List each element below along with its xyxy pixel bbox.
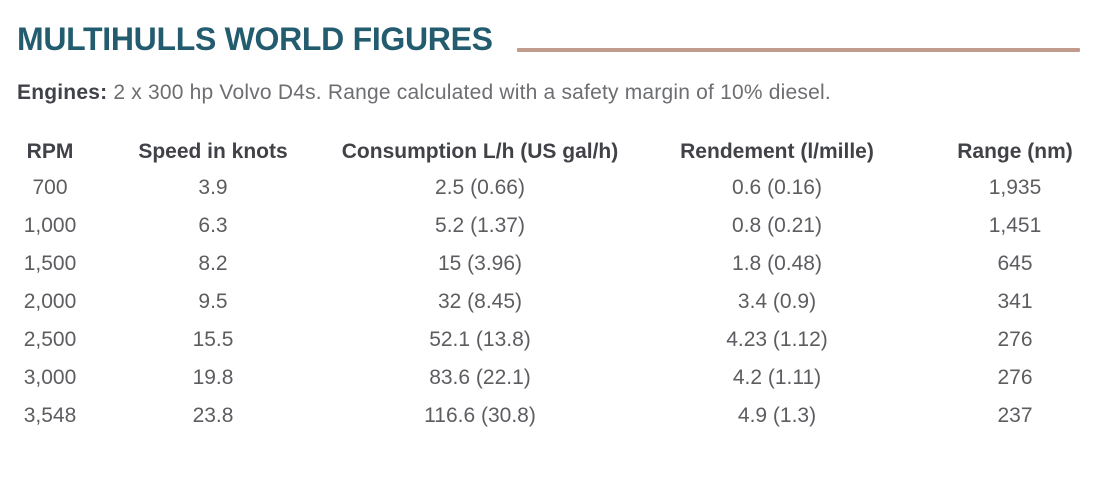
table-header-row: RPM Speed in knots Consumption L/h (US g… [0,135,1110,169]
cell-consumption: 116.6 (30.8) [424,404,536,427]
cell-rpm: 2,500 [23,328,77,351]
cell-range: 341 [997,290,1033,313]
cell-speed: 9.5 [198,290,228,313]
cell-consumption: 15 (3.96) [437,252,523,275]
cell-range: 1,935 [988,176,1042,199]
header: MULTIHULLS WORLD FIGURES [17,23,1080,55]
engines-text: 2 x 300 hp Volvo D4s. Range calculated w… [107,81,831,104]
cell-rendement: 1.8 (0.48) [732,252,822,275]
table-row: 1,500 8.2 15 (3.96) 1.8 (0.48) 645 [0,245,1110,283]
cell-rpm: 2,000 [23,290,77,313]
table-row: 3,548 23.8 116.6 (30.8) 4.9 (1.3) 237 [0,397,1110,435]
column-header-rendement: Rendement (l/mille) [680,140,874,163]
figures-page: MULTIHULLS WORLD FIGURES Engines: 2 x 30… [0,23,1111,487]
column-header-rpm: RPM [26,140,74,163]
cell-range: 645 [997,252,1033,275]
cell-rendement: 3.4 (0.9) [737,290,817,313]
cell-rpm: 1,500 [23,252,77,275]
cell-rendement: 0.8 (0.21) [732,214,822,237]
cell-speed: 3.9 [198,176,228,199]
cell-speed: 19.8 [192,366,234,389]
cell-consumption: 5.2 (1.37) [435,214,525,237]
cell-rendement: 0.6 (0.16) [732,176,822,199]
table-row: 1,000 6.3 5.2 (1.37) 0.8 (0.21) 1,451 [0,207,1110,245]
cell-consumption: 83.6 (22.1) [429,366,531,389]
cell-rendement: 4.9 (1.3) [737,404,817,427]
cell-rendement: 4.23 (1.12) [726,328,828,351]
page-title: MULTIHULLS WORLD FIGURES [17,21,493,57]
cell-rpm: 3,548 [23,404,77,427]
column-header-consumption: Consumption L/h (US gal/h) [341,140,619,163]
table-row: 2,000 9.5 32 (8.45) 3.4 (0.9) 341 [0,283,1110,321]
cell-speed: 15.5 [192,328,234,351]
cell-rpm: 3,000 [23,366,77,389]
cell-consumption: 32 (8.45) [437,290,523,313]
cell-consumption: 52.1 (13.8) [429,328,531,351]
cell-range: 276 [997,366,1033,389]
table-row: 3,000 19.8 83.6 (22.1) 4.2 (1.11) 276 [0,359,1110,397]
engines-subtitle: Engines: 2 x 300 hp Volvo D4s. Range cal… [17,80,1111,106]
cell-speed: 6.3 [198,214,228,237]
cell-speed: 8.2 [198,252,228,275]
column-header-range: Range (nm) [957,140,1073,163]
cell-rendement: 4.2 (1.11) [732,366,822,389]
cell-range: 1,451 [988,214,1042,237]
title-rule-divider [516,48,1080,52]
column-header-speed: Speed in knots [138,140,288,163]
cell-range: 237 [997,404,1033,427]
cell-consumption: 2.5 (0.66) [435,176,525,199]
cell-rpm: 1,000 [23,214,77,237]
cell-speed: 23.8 [192,404,234,427]
cell-range: 276 [997,328,1033,351]
table-row: 700 3.9 2.5 (0.66) 0.6 (0.16) 1,935 [0,169,1110,207]
cell-rpm: 700 [32,176,68,199]
engines-label: Engines: [17,81,108,104]
table-row: 2,500 15.5 52.1 (13.8) 4.23 (1.12) 276 [0,321,1110,359]
figures-table: RPM Speed in knots Consumption L/h (US g… [0,135,1110,435]
